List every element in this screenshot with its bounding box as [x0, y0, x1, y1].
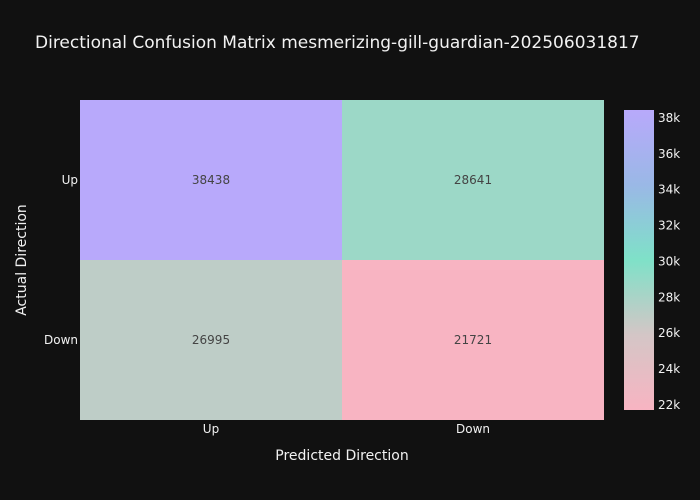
heatmap-cell-0-0	[80, 100, 342, 260]
y-tick-label-up: Up	[62, 173, 78, 187]
x-tick-label-up: Up	[203, 422, 219, 436]
colorbar-tick-label-22k: 22k	[658, 398, 680, 412]
colorbar-tick-label-30k: 30k	[658, 254, 680, 268]
cell-value-0-1: 28641	[454, 173, 492, 187]
x-axis-title: Predicted Direction	[275, 448, 408, 464]
colorbar-tick-label-34k: 34k	[658, 183, 680, 197]
x-tick-label-down: Down	[456, 422, 490, 436]
colorbar-tick-label-26k: 26k	[658, 326, 680, 340]
cell-value-1-1: 21721	[454, 333, 492, 347]
colorbar-tick-label-32k: 32k	[658, 219, 680, 233]
heatmap-cell-1-1	[342, 260, 604, 420]
cell-value-0-0: 38438	[192, 173, 230, 187]
heatmap-cell-1-0	[80, 260, 342, 420]
y-axis-title: Actual Direction	[14, 204, 30, 316]
heatmap-cell-0-1	[342, 100, 604, 260]
colorbar-tick-label-38k: 38k	[658, 111, 680, 125]
y-tick-label-down: Down	[44, 333, 78, 347]
colorbar-tick-label-36k: 36k	[658, 147, 680, 161]
chart-title: Directional Confusion Matrix mesmerizing…	[35, 33, 640, 53]
colorbar-tick-label-24k: 24k	[658, 362, 680, 376]
colorbar-tick-label-28k: 28k	[658, 290, 680, 304]
cell-value-1-0: 26995	[192, 333, 230, 347]
colorbar	[624, 110, 654, 410]
